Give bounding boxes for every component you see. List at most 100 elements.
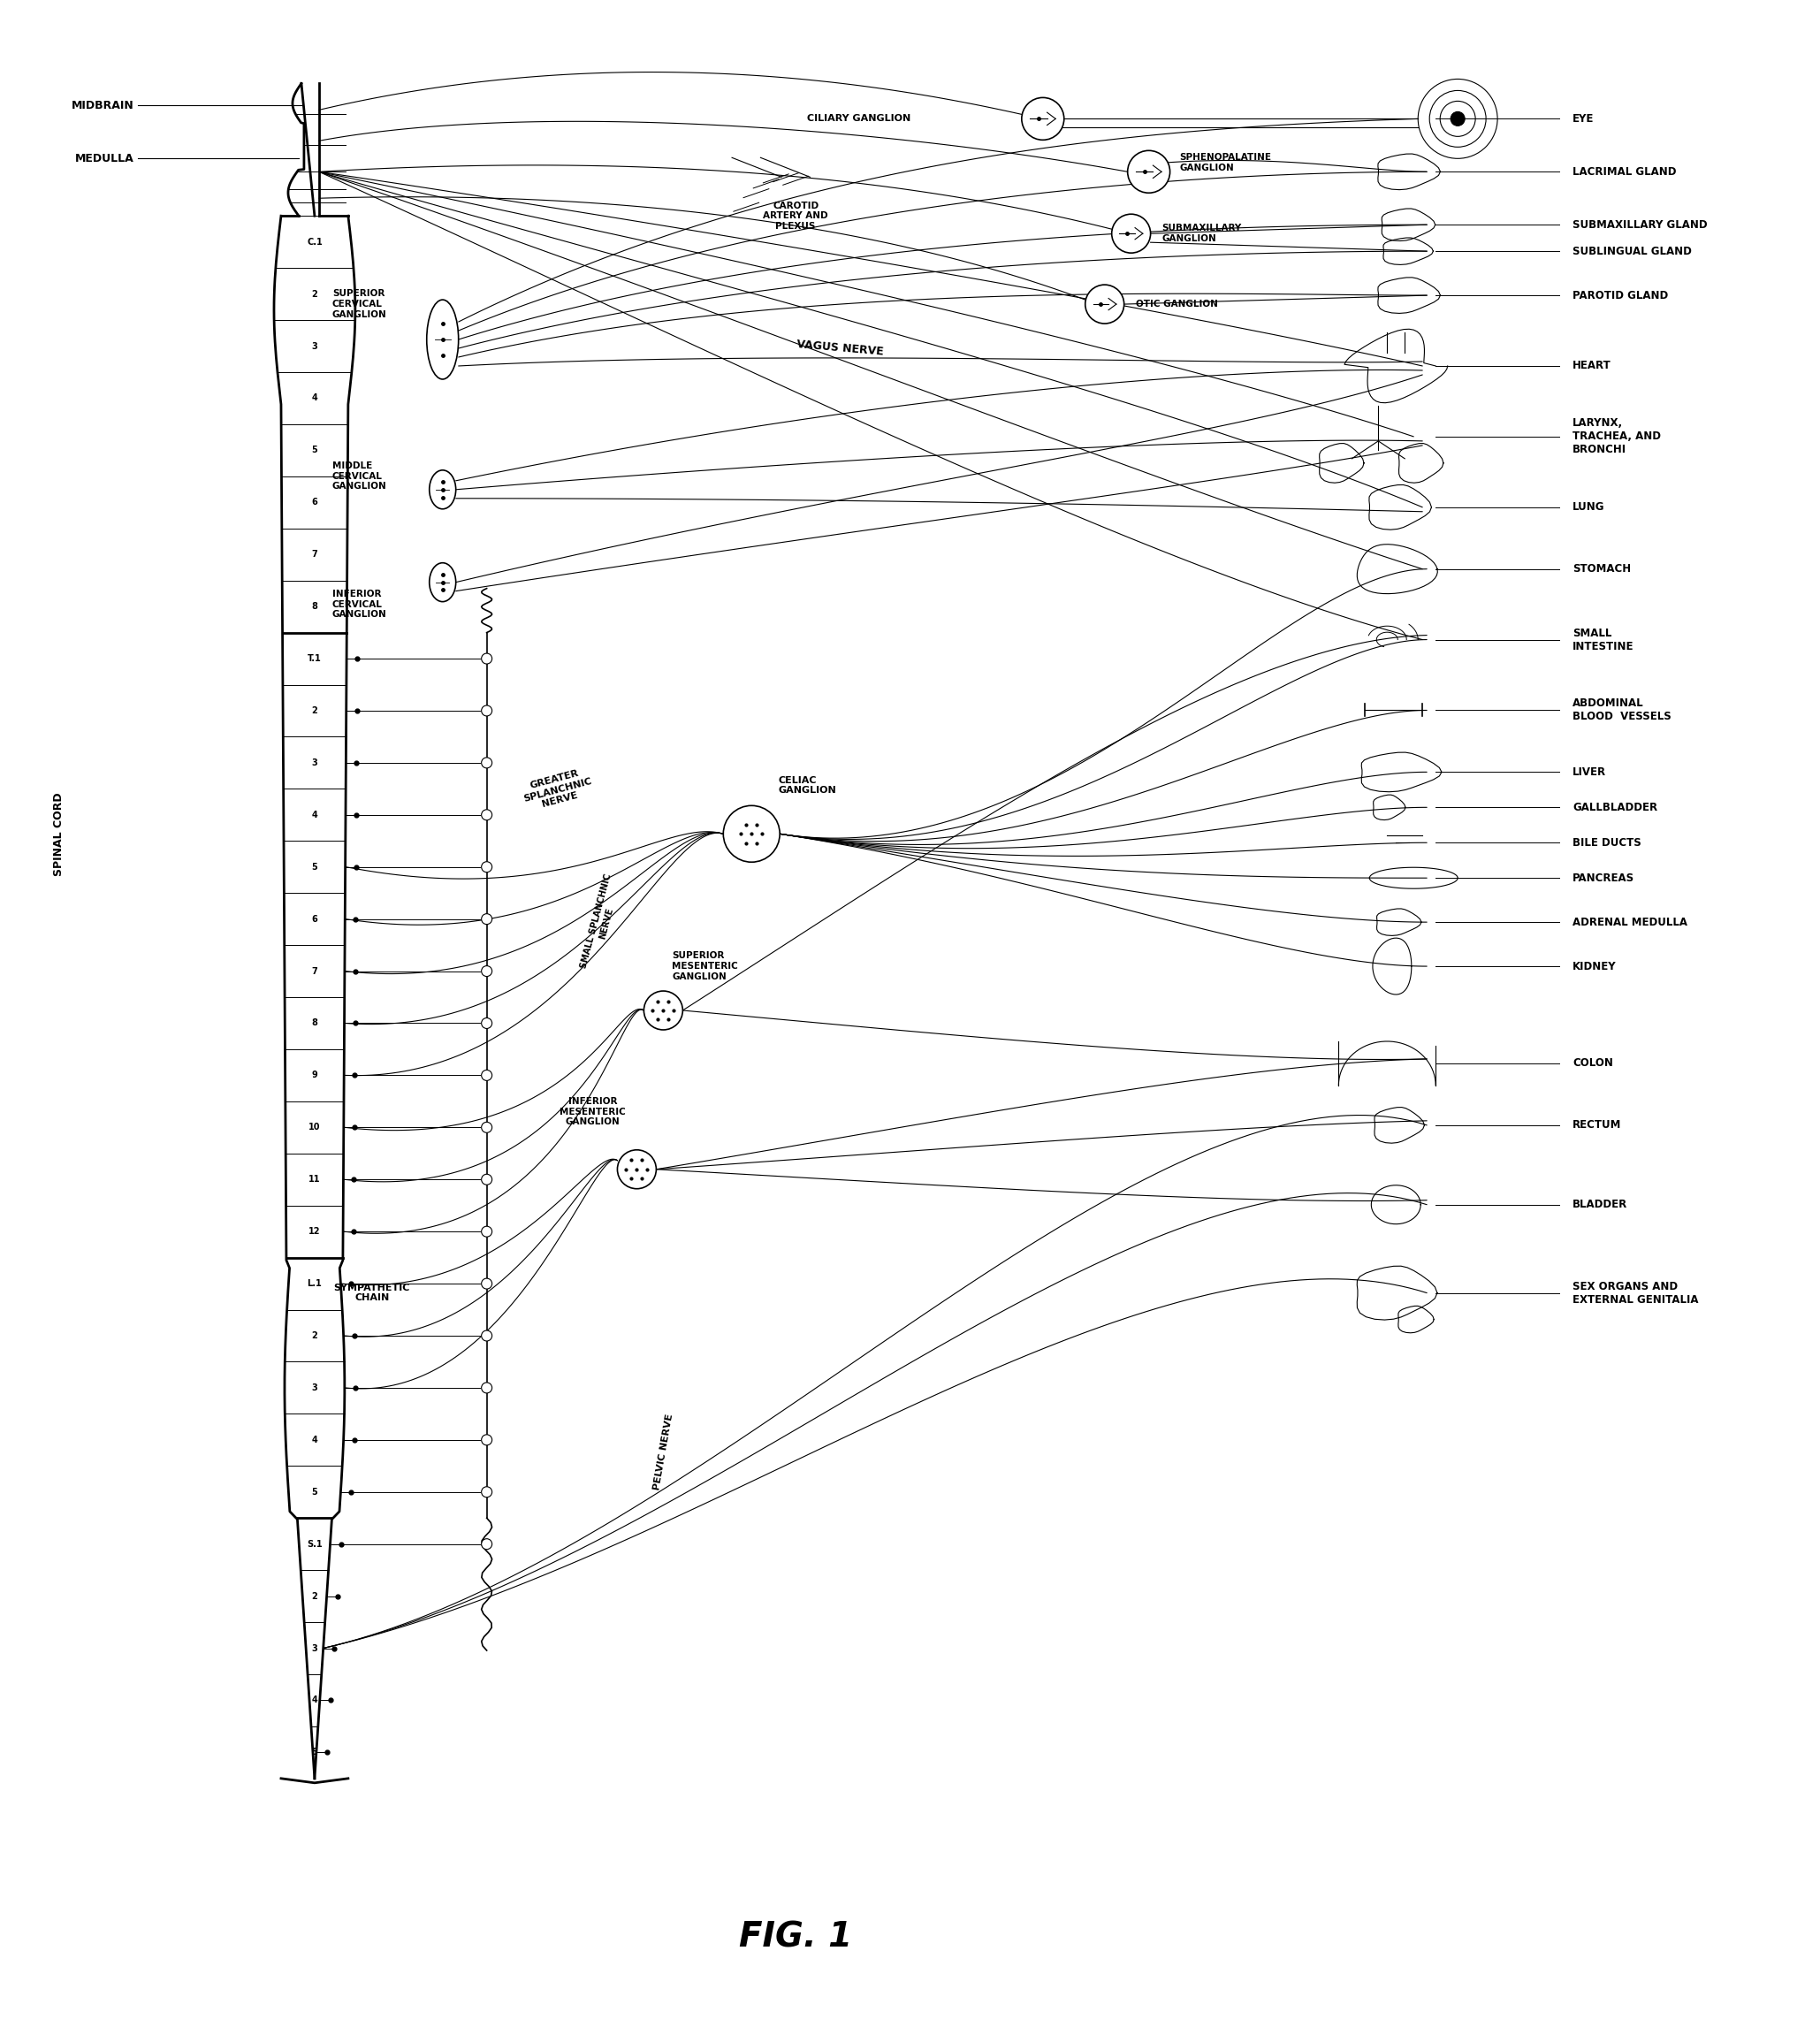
Circle shape [482,965,491,977]
Ellipse shape [430,564,455,602]
Text: 5: 5 [311,446,317,454]
Text: SPINAL CORD: SPINAL CORD [53,793,64,876]
Circle shape [482,1435,491,1445]
Text: ADRENAL MEDULLA: ADRENAL MEDULLA [1572,916,1687,928]
Circle shape [482,1123,491,1133]
Text: 4: 4 [311,811,317,819]
Text: KIDNEY: KIDNEY [1572,961,1616,973]
Circle shape [482,1226,491,1236]
Text: GREATER
SPLANCHNIC
NERVE: GREATER SPLANCHNIC NERVE [519,766,595,813]
Text: SYMPATHETIC
CHAIN: SYMPATHETIC CHAIN [333,1283,410,1303]
Circle shape [1128,150,1170,193]
Text: COLON: COLON [1572,1058,1613,1068]
Text: BILE DUCTS: BILE DUCTS [1572,837,1642,849]
Circle shape [482,1070,491,1080]
Text: LIVER: LIVER [1572,766,1607,778]
Text: CILIARY GANGLION: CILIARY GANGLION [806,114,910,124]
Text: 6: 6 [311,914,317,924]
Text: SUPERIOR
CERVICAL
GANGLION: SUPERIOR CERVICAL GANGLION [333,290,388,318]
Text: 4: 4 [311,393,317,403]
Text: OTIC GANGLION: OTIC GANGLION [1136,300,1218,308]
Text: SUPERIOR
MESENTERIC
GANGLION: SUPERIOR MESENTERIC GANGLION [672,951,739,981]
Text: SPHENOPALATINE
GANGLION: SPHENOPALATINE GANGLION [1179,154,1272,172]
Text: INFERIOR
MESENTERIC
GANGLION: INFERIOR MESENTERIC GANGLION [559,1097,626,1127]
Text: 5: 5 [311,1747,317,1757]
Text: 9: 9 [311,1070,317,1080]
Text: SUBMAXILLARY
GANGLION: SUBMAXILLARY GANGLION [1161,225,1241,243]
Text: LARYNX,
TRACHEA, AND
BRONCHI: LARYNX, TRACHEA, AND BRONCHI [1572,418,1662,456]
Text: L.1: L.1 [308,1279,322,1287]
Text: SMALL
INTESTINE: SMALL INTESTINE [1572,626,1634,653]
Text: C.1: C.1 [308,237,322,247]
Ellipse shape [430,470,455,509]
Circle shape [482,653,491,665]
Text: SUBMAXILLARY GLAND: SUBMAXILLARY GLAND [1572,219,1707,231]
Circle shape [482,1174,491,1184]
Text: HEART: HEART [1572,361,1611,371]
Circle shape [482,1538,491,1549]
Text: 5: 5 [311,1488,317,1496]
Text: MIDBRAIN: MIDBRAIN [71,99,133,111]
Text: ABDOMINAL
BLOOD  VESSELS: ABDOMINAL BLOOD VESSELS [1572,697,1671,724]
Text: 2: 2 [311,1591,317,1601]
Circle shape [482,1018,491,1028]
Text: PELVIC NERVE: PELVIC NERVE [652,1413,675,1490]
Circle shape [482,1330,491,1342]
Circle shape [1112,215,1150,253]
Circle shape [1451,111,1465,126]
Circle shape [482,1486,491,1498]
Text: 12: 12 [309,1226,320,1236]
Text: T.1: T.1 [308,655,322,663]
Circle shape [723,805,779,861]
Text: 2: 2 [311,290,317,298]
Text: CELIAC
GANGLION: CELIAC GANGLION [777,776,835,795]
Text: RECTUM: RECTUM [1572,1119,1622,1131]
Text: LACRIMAL GLAND: LACRIMAL GLAND [1572,166,1676,178]
Text: MEDULLA: MEDULLA [75,152,133,164]
Circle shape [482,1279,491,1289]
Text: 3: 3 [311,758,317,766]
Text: STOMACH: STOMACH [1572,564,1631,576]
Text: 3: 3 [311,343,317,351]
Text: 10: 10 [309,1123,320,1131]
Text: 6: 6 [311,499,317,507]
Text: BLADDER: BLADDER [1572,1198,1627,1210]
Text: 8: 8 [311,1020,318,1028]
Circle shape [482,705,491,716]
Text: MIDDLE
CERVICAL
GANGLION: MIDDLE CERVICAL GANGLION [333,462,388,491]
Text: 4: 4 [311,1697,317,1705]
Text: SUBLINGUAL GLAND: SUBLINGUAL GLAND [1572,245,1693,257]
Text: 3: 3 [311,1382,317,1393]
Text: 7: 7 [311,967,317,975]
Text: EYE: EYE [1572,114,1594,124]
Text: 2: 2 [311,705,317,716]
Text: PAROTID GLAND: PAROTID GLAND [1572,290,1669,302]
Text: PANCREAS: PANCREAS [1572,872,1634,884]
Circle shape [482,861,491,872]
Text: 2: 2 [311,1332,317,1340]
Ellipse shape [426,300,459,379]
Text: 7: 7 [311,549,317,559]
Text: SEX ORGANS AND
EXTERNAL GENITALIA: SEX ORGANS AND EXTERNAL GENITALIA [1572,1281,1698,1305]
Circle shape [1021,97,1065,140]
Circle shape [482,758,491,768]
Text: CAROTID
ARTERY AND
PLEXUS: CAROTID ARTERY AND PLEXUS [763,201,828,231]
Circle shape [617,1149,657,1188]
Text: FIG. 1: FIG. 1 [739,1920,852,1954]
Circle shape [1085,284,1125,324]
Circle shape [644,991,682,1030]
Text: INFERIOR
CERVICAL
GANGLION: INFERIOR CERVICAL GANGLION [333,590,388,618]
Text: 4: 4 [311,1435,317,1445]
Circle shape [482,809,491,821]
Text: 8: 8 [311,602,318,610]
Text: LUNG: LUNG [1572,501,1605,513]
Text: 3: 3 [311,1644,317,1652]
Circle shape [482,1382,491,1393]
Text: VAGUS NERVE: VAGUS NERVE [795,339,885,359]
Text: GALLBLADDER: GALLBLADDER [1572,801,1658,813]
Text: SMALL SPLANCHNIC
NERVE: SMALL SPLANCHNIC NERVE [579,872,622,971]
Circle shape [482,914,491,924]
Text: 11: 11 [309,1176,320,1184]
Text: S.1: S.1 [308,1541,322,1549]
Text: 5: 5 [311,864,317,872]
